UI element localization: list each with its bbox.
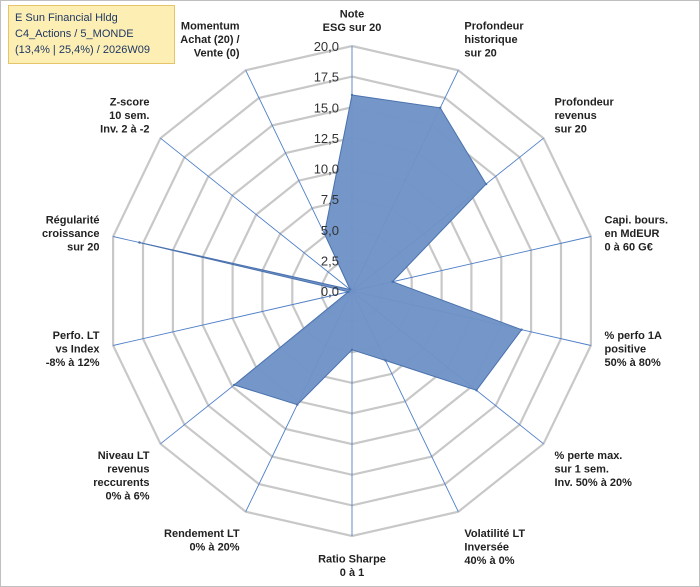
- axis-label-line: Achat (20) /: [180, 34, 239, 46]
- axis-label-line: Volatilité LT: [464, 528, 525, 540]
- axis-label-line: Profondeur: [555, 97, 615, 109]
- data-point-2: [484, 182, 488, 186]
- tick-label-4: 10,0: [314, 162, 339, 177]
- title-line-2: C4_Actions / 5_MONDE: [15, 28, 134, 40]
- axis-label-5: % perte max. sur 1 sem.Inv. 50% à 20%: [555, 450, 633, 489]
- data-point-10: [347, 290, 350, 293]
- axis-label-line: Ratio Sharpe: [318, 554, 386, 566]
- tick-label-2: 5,0: [321, 223, 339, 238]
- axis-label-line: 0% à 6%: [105, 491, 149, 503]
- axis-label-line: % perfo 1A: [605, 330, 663, 342]
- axis-label-line: Note: [340, 9, 364, 21]
- axis-label-line: revenus: [555, 110, 597, 122]
- data-point-0: [350, 93, 354, 97]
- axis-label-line: croissance: [42, 228, 99, 240]
- axis-label-line: 0 à 1: [340, 567, 364, 579]
- axis-label-line: Rendement LT: [164, 528, 240, 540]
- axis-label-line: Inv. 50% à 20%: [555, 477, 633, 489]
- data-point-5: [475, 389, 478, 392]
- axis-label-3: Capi. bours.en MdEUR 0 à 60 G€: [605, 215, 669, 254]
- data-point-13: [323, 232, 326, 235]
- data-point-11: [138, 241, 141, 244]
- tick-label-8: 20,0: [314, 39, 339, 54]
- spoke-10: [112, 290, 353, 346]
- axis-label-line: sur 1 sem.: [555, 464, 609, 476]
- spoke-12: [160, 137, 353, 292]
- axis-label-line: 10 sem.: [109, 110, 149, 122]
- axis-label-line: sur 20: [555, 124, 587, 136]
- axis-label-line: Capi. bours.: [605, 215, 669, 227]
- axis-label-line: vs Index: [55, 343, 100, 355]
- axis-label-line: positive: [605, 343, 647, 355]
- data-point-9: [233, 383, 236, 387]
- axis-label-line: Régularité: [46, 215, 100, 227]
- title-line-3: (13,4% | 25,4%) / 2026W09: [15, 44, 150, 56]
- tick-label-3: 7,5: [321, 192, 339, 207]
- axis-label-line: % perte max.: [555, 450, 623, 462]
- axis-label-line: 40% à 0%: [464, 555, 514, 567]
- data-point-12: [348, 288, 352, 291]
- data-point-4: [520, 328, 523, 331]
- axis-label-line: revenus: [107, 464, 149, 476]
- tick-label-0: 0,0: [321, 284, 339, 299]
- axis-label-line: Vente (0): [194, 48, 240, 60]
- axis-label-line: Perfo. LT: [53, 330, 100, 342]
- axis-label-line: Inv. 2 à -2: [100, 124, 149, 136]
- data-point-7: [350, 348, 354, 351]
- axis-label-line: reccurents: [93, 477, 149, 489]
- chart-title-box: E Sun Financial Hldg C4_Actions / 5_MOND…: [8, 5, 175, 64]
- tick-label-6: 15,0: [314, 100, 339, 115]
- axis-label-line: Momentum: [181, 21, 240, 33]
- data-point-6: [384, 359, 387, 362]
- axis-label-line: Inversée: [464, 541, 509, 553]
- data-point-1: [439, 106, 442, 110]
- data-point-8: [296, 403, 299, 406]
- axis-label-line: historique: [464, 34, 517, 46]
- title-line-1: E Sun Financial Hldg: [15, 12, 118, 24]
- axis-label-line: 50% à 80%: [605, 357, 661, 369]
- axis-label-line: Z-score: [110, 97, 150, 109]
- axis-label-line: en MdEUR: [605, 228, 660, 240]
- data-point-3: [391, 280, 394, 283]
- axis-label-line: sur 20: [464, 48, 496, 60]
- tick-label-1: 2,5: [321, 253, 339, 268]
- axis-label-8: Rendement LT0% à 20%: [164, 528, 240, 554]
- axis-label-line: Profondeur: [464, 21, 524, 33]
- axis-label-line: sur 20: [67, 242, 99, 254]
- axis-label-line: 0% à 20%: [189, 541, 239, 553]
- axis-label-line: ESG sur 20: [323, 22, 382, 34]
- axis-label-line: Niveau LT: [98, 450, 150, 462]
- axis-label-line: -8% à 12%: [46, 357, 100, 369]
- tick-label-5: 12,5: [314, 131, 339, 146]
- tick-label-7: 17,5: [314, 70, 339, 85]
- axis-label-line: 0 à 60 G€: [605, 242, 653, 254]
